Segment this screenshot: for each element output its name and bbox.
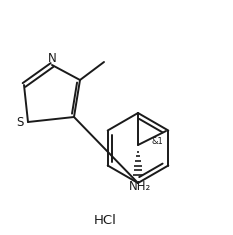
Text: N: N — [48, 51, 56, 64]
Text: S: S — [16, 115, 24, 129]
Text: HCl: HCl — [94, 214, 116, 227]
Text: &1: &1 — [151, 137, 163, 145]
Text: NH₂: NH₂ — [129, 180, 151, 192]
